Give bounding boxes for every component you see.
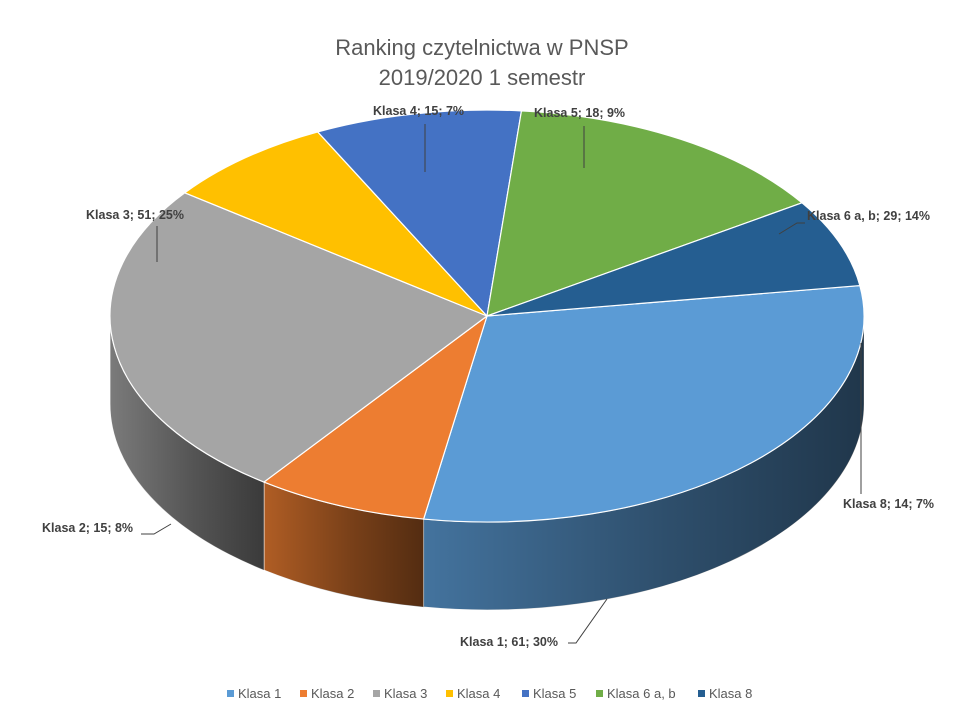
pie-slice-klasa-2[interactable] [262,314,489,520]
pie-side-shade-1 [423,316,864,610]
legend-item-1: Klasa 1 [227,686,281,701]
pie-slice-klasa-3[interactable] [109,192,489,483]
legend-swatch-3 [373,690,380,697]
legend-item-7: Klasa 8 [698,686,752,701]
pie-slices [109,109,865,523]
pie-slice-klasa-5[interactable] [316,109,523,318]
legend-item-4: Klasa 4 [446,686,500,701]
legend-swatch-7 [698,690,705,697]
data-label-6: Klasa 6 a, b; 29; 14% [807,209,930,223]
legend-item-6: Klasa 6 a, b [596,686,676,701]
data-label-3: Klasa 3; 51; 25% [86,208,184,222]
leader-line-2 [141,523,172,535]
legend-label-2: Klasa 2 [311,686,354,701]
legend-swatch-4 [446,690,453,697]
data-label-1: Klasa 1; 61; 30% [460,635,558,649]
legend-swatch-1 [227,690,234,697]
legend-item-3: Klasa 3 [373,686,427,701]
data-labels: Klasa 1; 61; 30% Klasa 2; 15; 8% Klasa 3; … [42,104,934,649]
legend-item-5: Klasa 5 [522,686,576,701]
pie-side-shade-2 [263,482,424,608]
legend-label-5: Klasa 5 [533,686,576,701]
legend-label-4: Klasa 4 [457,686,500,701]
pie-slice-klasa-4[interactable] [183,131,488,317]
legend-label-6: Klasa 6 a, b [607,686,676,701]
leader-line-6 [778,222,805,235]
legend-label-3: Klasa 3 [384,686,427,701]
pie-side-shade-3 [109,316,264,571]
leader-line-1 [568,598,608,644]
leader-lines [141,124,862,644]
legend-label-1: Klasa 1 [238,686,281,701]
legend: Klasa 1 Klasa 2 Klasa 3 Klasa 4 Klasa 5 Klasa… [227,686,752,701]
legend-swatch-6 [596,690,603,697]
legend-item-2: Klasa 2 [300,686,354,701]
data-label-5: Klasa 5; 18; 9% [534,106,625,120]
legend-swatch-5 [522,690,529,697]
data-label-4: Klasa 4; 15; 7% [373,104,464,118]
pie-slice-klasa-1[interactable] [422,284,865,523]
pie-side-walls [109,315,865,611]
legend-swatch-2 [300,690,307,697]
data-label-2: Klasa 2; 15; 8% [42,521,133,535]
data-label-7: Klasa 8; 14; 7% [843,497,934,511]
chart-title-line-2: 2019/2020 1 semestr [379,65,586,90]
legend-label-7: Klasa 8 [709,686,752,701]
pie-slice-klasa-8[interactable] [486,202,861,317]
chart-title-line-1: Ranking czytelnictwa w PNSP [335,35,628,60]
pie-slice-klasa-6-a-b[interactable] [486,110,804,317]
